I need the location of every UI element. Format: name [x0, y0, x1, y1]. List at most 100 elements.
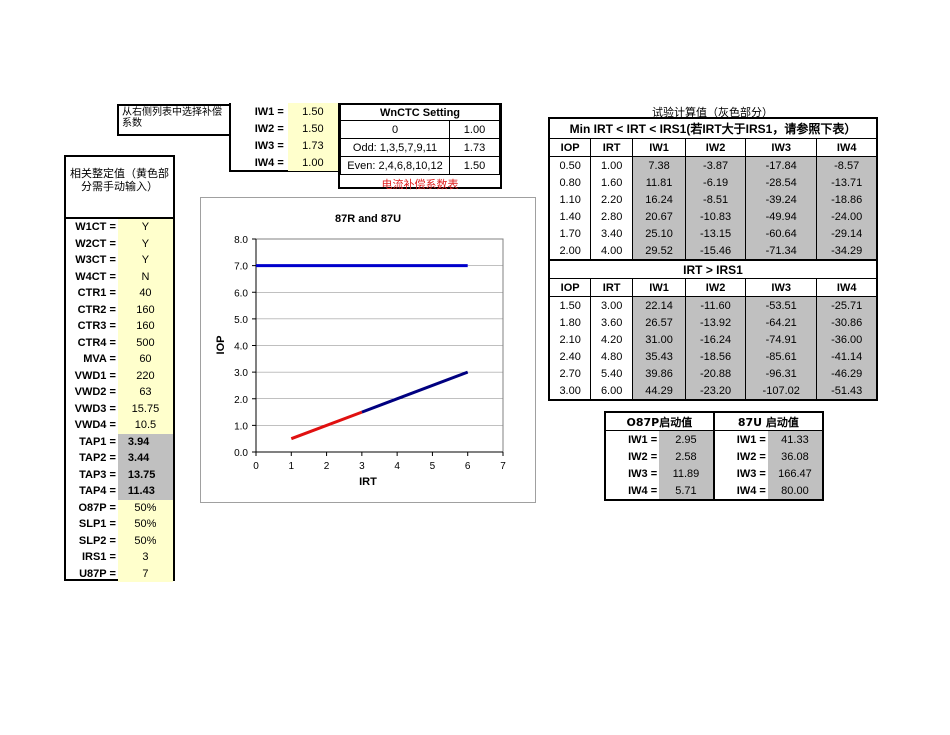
- x-tick-label: 7: [500, 461, 506, 472]
- setting-value[interactable]: N: [117, 268, 173, 285]
- instruction-note: 从右侧列表中选择补偿系数: [117, 104, 229, 136]
- calc-row: 3.00 6.00 44.29 -23.20 -107.02 -51.43: [550, 382, 876, 399]
- calc-cell: -96.31: [745, 365, 818, 382]
- calc-cell: -11.60: [685, 296, 747, 314]
- wnctc-title: WnCTC Setting: [340, 103, 500, 121]
- setting-value[interactable]: Y: [117, 252, 173, 269]
- setting-label: VWD4 =: [74, 419, 116, 432]
- setting-label: CTR4 =: [77, 336, 116, 349]
- calc-cell: -34.29: [816, 242, 876, 260]
- setting-value[interactable]: Y: [117, 219, 173, 236]
- calc-cell: 16.24: [632, 191, 687, 208]
- setting-row: TAP1 = 3.94: [66, 433, 173, 450]
- setting-value[interactable]: 50%: [117, 532, 173, 549]
- setting-value[interactable]: 500: [117, 334, 173, 351]
- y-axis-label: IOP: [215, 336, 227, 355]
- calc-row: 0.50 1.00 7.38 -3.87 -17.84 -8.57: [550, 156, 876, 174]
- setting-label: O87P =: [78, 501, 116, 514]
- calc-cell: -71.34: [745, 242, 818, 260]
- calc-column-header: IW3: [745, 138, 818, 157]
- setting-value[interactable]: 50%: [117, 516, 173, 533]
- calc-cell: 7.38: [632, 156, 687, 174]
- setting-value[interactable]: 60: [117, 351, 173, 368]
- setting-row: VWD3 = 15.75: [66, 400, 173, 417]
- setting-value[interactable]: 50%: [117, 499, 173, 516]
- calc-cell: 1.70: [550, 225, 592, 242]
- pickup-value: 2.95: [659, 430, 715, 448]
- setting-value[interactable]: 40: [117, 285, 173, 302]
- calc-cell: -18.56: [685, 348, 747, 365]
- calc-cell: 4.00: [590, 242, 634, 260]
- calc-column-header: IW1: [632, 278, 687, 297]
- setting-value[interactable]: 160: [117, 301, 173, 318]
- wnctc-row-label: Even: 2,4,6,8,10,12: [340, 156, 450, 175]
- calc-row: 1.80 3.60 26.57 -13.92 -64.21 -30.86: [550, 314, 876, 331]
- y-tick-label: 8.0: [234, 235, 248, 246]
- calc-cell: 2.40: [550, 348, 592, 365]
- calc-cell: -8.57: [816, 156, 876, 174]
- iw1-value[interactable]: 1.50: [287, 103, 338, 120]
- setting-value[interactable]: 10.5: [117, 417, 173, 434]
- calc-cell: 20.67: [632, 208, 687, 225]
- chart-svg: 87R and 87U IRT IOP 0.0 1.0 2.0 3.0 4.0 5.0 6.…: [215, 213, 506, 488]
- wnctc-row-value: 1.00: [449, 120, 500, 139]
- calc-column-header: IRT: [590, 278, 634, 297]
- setting-label: CTR2 =: [77, 303, 116, 316]
- calc-cell: -8.51: [685, 191, 747, 208]
- setting-value[interactable]: 63: [117, 384, 173, 401]
- x-tick-label: 2: [324, 461, 330, 472]
- setting-row: CTR3 = 160: [66, 318, 173, 335]
- y-tick-label: 5.0: [234, 315, 248, 326]
- setting-row: CTR4 = 500: [66, 334, 173, 351]
- setting-label: U87P =: [79, 567, 116, 580]
- calc-cell: -74.91: [745, 331, 818, 348]
- pickup-label: IW4 =: [628, 484, 658, 497]
- wnctc-setting-table: WnCTC Setting 0 1.00 Odd: 1,3,5,7,9,11 1.7…: [338, 103, 502, 191]
- calc-cell: -15.46: [685, 242, 747, 260]
- calc-column-header: IW4: [816, 138, 876, 157]
- pickup-value: 41.33: [767, 430, 822, 448]
- setting-row: CTR2 = 160: [66, 301, 173, 318]
- iw4-value[interactable]: 1.00: [287, 154, 338, 171]
- setting-value[interactable]: 7: [117, 565, 173, 582]
- setting-value[interactable]: 3: [117, 549, 173, 566]
- calc-cell: 29.52: [632, 242, 687, 260]
- calc-cell: -13.71: [816, 174, 876, 191]
- calc-cell: -28.54: [745, 174, 818, 191]
- iw4-label: IW4 =: [254, 156, 284, 169]
- calc-cell: -16.24: [685, 331, 747, 348]
- setting-value[interactable]: Y: [117, 235, 173, 252]
- setting-label: W1CT =: [75, 221, 116, 234]
- wnctc-row-label: 0: [340, 120, 450, 139]
- setting-row: SLP1 = 50%: [66, 516, 173, 533]
- calc-cell: -29.14: [816, 225, 876, 242]
- iw3-value[interactable]: 1.73: [287, 137, 338, 154]
- calc-cell: 3.00: [550, 382, 592, 399]
- setting-value[interactable]: 220: [117, 367, 173, 384]
- calc-cell: 2.20: [590, 191, 634, 208]
- x-tick-label: 4: [394, 461, 400, 472]
- iw3-label: IW3 =: [254, 139, 284, 152]
- calc-column-header: IW2: [685, 278, 747, 297]
- setting-value[interactable]: 160: [117, 318, 173, 335]
- wnctc-row-value: 1.50: [449, 156, 500, 175]
- setting-label: TAP3 =: [79, 468, 116, 481]
- pickup-value: 11.89: [659, 465, 715, 482]
- setting-row: U87P = 7: [66, 565, 173, 582]
- wnctc-note: 电流补偿系数表: [381, 177, 459, 191]
- calc-cell: 2.10: [550, 331, 592, 348]
- calc-row: 2.40 4.80 35.43 -18.56 -85.61 -41.14: [550, 348, 876, 365]
- setting-row: CTR1 = 40: [66, 285, 173, 302]
- calc-cell: 1.10: [550, 191, 592, 208]
- calc-column-header: IW1: [632, 138, 687, 157]
- setting-label: IRS1 =: [81, 551, 116, 564]
- setting-label: VWD3 =: [74, 402, 116, 415]
- iw2-value[interactable]: 1.50: [287, 120, 338, 137]
- calc-cell: 4.20: [590, 331, 634, 348]
- pickup-row: IW2 = 2.58 IW2 = 36.08: [606, 448, 822, 465]
- calc-cell: 1.60: [590, 174, 634, 191]
- setting-value[interactable]: 15.75: [117, 400, 173, 417]
- calc-column-header: IW3: [745, 278, 818, 297]
- calc-row: 1.40 2.80 20.67 -10.83 -49.94 -24.00: [550, 208, 876, 225]
- calc-cell: -30.86: [816, 314, 876, 331]
